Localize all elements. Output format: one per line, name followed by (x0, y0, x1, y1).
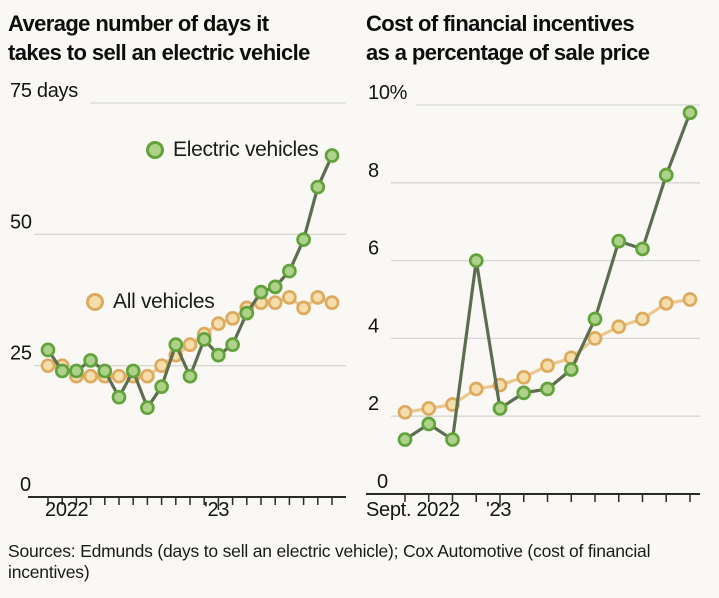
left-chart-title-line2: takes to sell an electric vehicle (8, 40, 310, 65)
data-point-electric-vehicles (682, 105, 698, 121)
left-chart-title: Average number of days it takes to sell … (8, 9, 358, 67)
left-chart-title-line1: Average number of days it (8, 11, 269, 36)
x-axis-label-23-left: '23 (204, 499, 230, 521)
data-point-all-vehicles (658, 296, 674, 311)
data-point-all-vehicles (111, 368, 127, 384)
electric-vehicles-legend-dot-icon (146, 141, 164, 159)
data-point-electric-vehicles (296, 232, 311, 247)
data-point-all-vehicles (310, 290, 326, 305)
right-chart-title-line2: as a percentage of sale price (366, 40, 650, 65)
right-chart: 10% 8 6 4 2 0 (366, 82, 700, 507)
data-point-electric-vehicles (54, 363, 70, 379)
data-point-all-vehicles (225, 311, 240, 326)
all-vehicles-legend-dot-icon (86, 293, 104, 311)
data-point-electric-vehicles (611, 233, 627, 249)
data-point-all-vehicles (182, 337, 198, 353)
data-point-electric-vehicles (111, 389, 127, 405)
y-tick-label: 25 (10, 343, 32, 365)
x-axis-label-23-right: '23 (486, 499, 512, 521)
data-point-all-vehicles (516, 369, 532, 385)
legend-label-electric-vehicles: Electric vehicles (173, 138, 319, 161)
data-point-electric-vehicles (310, 179, 326, 195)
data-point-electric-vehicles (40, 342, 56, 358)
data-point-all-vehicles (540, 358, 555, 373)
y-tick-label: 8 (368, 160, 379, 182)
data-point-electric-vehicles (397, 432, 413, 447)
data-point-electric-vehicles (516, 385, 532, 401)
data-point-all-vehicles (40, 358, 56, 374)
data-point-all-vehicles (282, 290, 297, 305)
data-point-electric-vehicles (168, 337, 184, 353)
data-point-electric-vehicles (225, 337, 240, 353)
legend-label-all-vehicles: All vehicles (113, 290, 215, 313)
data-point-electric-vehicles (635, 241, 650, 257)
data-point-electric-vehicles (140, 400, 155, 416)
data-point-electric-vehicles (587, 311, 603, 327)
y-tick-label: 2 (368, 393, 379, 415)
y-tick-label: 0 (20, 474, 31, 496)
data-point-electric-vehicles (97, 363, 113, 379)
data-point-electric-vehicles (468, 253, 484, 268)
data-point-all-vehicles (421, 401, 437, 416)
data-point-all-vehicles (267, 295, 283, 310)
left-chart: 75 days 50 25 0 (10, 80, 346, 510)
y-tick-label: 4 (368, 315, 379, 337)
right-chart-title-line1: Cost of financial incentives (366, 11, 635, 36)
y-tick-label: 50 (10, 211, 32, 233)
data-point-electric-vehicles (125, 363, 141, 379)
data-point-all-vehicles (611, 319, 627, 335)
data-point-electric-vehicles (267, 279, 283, 295)
data-point-all-vehicles (468, 381, 484, 397)
data-point-all-vehicles (397, 404, 413, 420)
data-point-electric-vehicles (253, 284, 269, 300)
data-point-electric-vehicles (658, 167, 674, 183)
data-point-electric-vehicles (540, 381, 555, 397)
data-point-electric-vehicles (445, 432, 460, 447)
data-point-electric-vehicles (182, 368, 198, 384)
x-axis-label-sept-2022: Sept. 2022 (366, 499, 460, 521)
data-point-electric-vehicles (154, 379, 169, 395)
data-point-all-vehicles (682, 292, 698, 307)
data-point-electric-vehicles (239, 305, 255, 321)
data-point-electric-vehicles (282, 263, 297, 279)
source-note: Sources: Edmunds (days to sell an electr… (8, 541, 651, 582)
y-tick-label: 10% (368, 82, 408, 104)
data-point-all-vehicles (635, 311, 650, 327)
right-chart-title: Cost of financial incentives as a percen… (366, 9, 718, 67)
data-point-electric-vehicles (196, 332, 212, 347)
data-point-electric-vehicles (83, 353, 98, 368)
data-point-electric-vehicles (211, 347, 226, 363)
data-point-all-vehicles (296, 300, 311, 316)
data-point-all-vehicles (83, 368, 98, 384)
x-axis-label-2022: 2022 (45, 499, 89, 521)
data-point-all-vehicles (140, 368, 155, 384)
data-point-electric-vehicles (421, 416, 437, 432)
data-point-electric-vehicles (324, 148, 340, 163)
data-point-all-vehicles (587, 331, 603, 346)
data-point-electric-vehicles (492, 401, 508, 416)
data-point-electric-vehicles (563, 362, 579, 377)
legend-item-electric-vehicles: Electric vehicles (146, 138, 319, 162)
data-point-all-vehicles (324, 295, 340, 310)
y-tick-label: 6 (368, 238, 379, 260)
y-tick-label: 0 (377, 471, 388, 493)
y-tick-label: 75 days (10, 80, 78, 102)
data-point-electric-vehicles (69, 363, 84, 379)
legend-item-all-vehicles: All vehicles (86, 290, 215, 314)
data-point-all-vehicles (211, 316, 226, 331)
